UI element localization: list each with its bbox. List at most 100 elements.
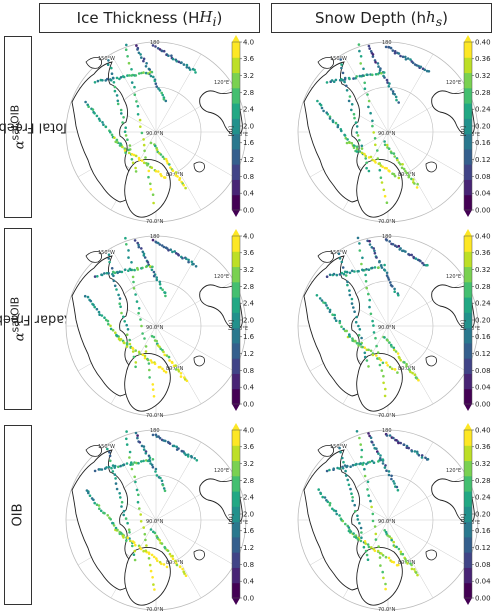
track-point: [372, 324, 375, 327]
track-point: [161, 288, 164, 291]
track-point: [390, 474, 393, 478]
colorbar-segment: [464, 388, 472, 405]
colorbar-tick-label: 1.6: [243, 333, 255, 341]
meridian-line: [387, 441, 434, 521]
track-point: [155, 339, 158, 343]
track-point: [376, 450, 379, 453]
track-point: [120, 311, 123, 315]
track-point: [396, 371, 399, 374]
track-point: [141, 332, 144, 335]
meridian-line: [155, 325, 202, 405]
track-point: [385, 238, 388, 242]
track-point: [392, 540, 395, 544]
track-point: [413, 373, 417, 376]
track-point: [345, 89, 349, 92]
colorbar-segment: [232, 388, 240, 405]
colorbar-tick-label: 0.40: [475, 38, 491, 46]
track-point: [158, 280, 162, 284]
track-point: [111, 272, 114, 276]
track-point: [122, 536, 125, 539]
meridian-line: [342, 247, 389, 327]
track-point: [193, 68, 196, 72]
track-point: [146, 72, 150, 75]
track-point: [108, 454, 112, 458]
track-point: [396, 158, 399, 162]
track-point: [95, 114, 99, 118]
colorbar-segment: [232, 236, 240, 252]
row-header-radar-freeboard: αsat + Radar Freeboard (FOIB): [0, 228, 88, 410]
track-point: [355, 315, 358, 319]
track-point: [414, 257, 418, 260]
track-point: [122, 315, 125, 319]
track-point: [128, 342, 132, 346]
track-point: [164, 439, 167, 443]
track-point: [123, 341, 126, 345]
track-point: [157, 170, 160, 173]
coastline-island: [317, 57, 334, 69]
colorbar-tick-label: 0.08: [475, 173, 491, 181]
track-point: [361, 74, 365, 77]
track-point: [134, 74, 138, 77]
track-point: [124, 48, 128, 51]
row-header-oib: OIB: [4, 425, 32, 605]
track-point: [377, 452, 380, 455]
track-point: [134, 431, 138, 435]
track-point: [397, 244, 401, 248]
track-point: [115, 94, 119, 97]
track-point: [378, 363, 382, 367]
track-point: [132, 541, 136, 544]
track-point: [366, 73, 369, 77]
colorbar-segment: [232, 327, 240, 344]
track-point: [371, 319, 374, 323]
map-svg: 180150°W120°E90°E90.0°N80.0°N70.0°N0.00.…: [65, 423, 255, 612]
colorbar-max-arrow: [464, 229, 472, 236]
track-point: [83, 294, 87, 298]
track-point: [388, 240, 391, 243]
track-point: [158, 539, 161, 542]
track-point: [144, 549, 148, 552]
track-point: [390, 538, 393, 542]
track-point: [404, 250, 407, 253]
track-point: [338, 257, 342, 260]
track-point: [385, 78, 389, 82]
colorbar-segment: [464, 281, 472, 298]
track-point: [107, 59, 110, 62]
track-point: [137, 461, 140, 465]
track-point: [195, 459, 199, 462]
track-point: [133, 268, 136, 272]
track-point: [151, 458, 155, 461]
track-point: [340, 66, 343, 70]
track-point: [376, 351, 380, 354]
track-point: [368, 434, 371, 438]
track-point: [344, 522, 347, 526]
track-point: [340, 63, 343, 66]
track-point: [124, 236, 127, 240]
track-point: [403, 361, 406, 364]
track-point: [109, 130, 112, 134]
track-point: [376, 357, 379, 360]
track-point: [335, 273, 339, 277]
track-point: [364, 273, 367, 277]
label-80n: 80.0°N: [398, 172, 416, 178]
track-point: [184, 186, 187, 190]
track-point: [134, 543, 137, 547]
track-point: [134, 293, 137, 296]
track-point: [345, 270, 349, 274]
track-point: [152, 583, 155, 586]
track-point: [109, 78, 113, 82]
track-point: [153, 588, 156, 591]
meridian-line: [387, 325, 434, 405]
coastline-island: [317, 445, 334, 457]
track-point: [185, 66, 189, 69]
colorbar-min-arrow: [232, 598, 240, 605]
track-point: [341, 266, 345, 269]
colorbar-segment: [232, 430, 240, 446]
track-point: [383, 529, 386, 532]
track-point: [161, 483, 165, 487]
track-point: [118, 492, 121, 495]
row-0-alpha: α: [12, 140, 28, 150]
colorbar-tick-label: 2.8: [243, 89, 254, 97]
colorbar-segment: [232, 133, 240, 150]
track-point: [159, 476, 162, 480]
colorbar-segment: [232, 281, 240, 298]
